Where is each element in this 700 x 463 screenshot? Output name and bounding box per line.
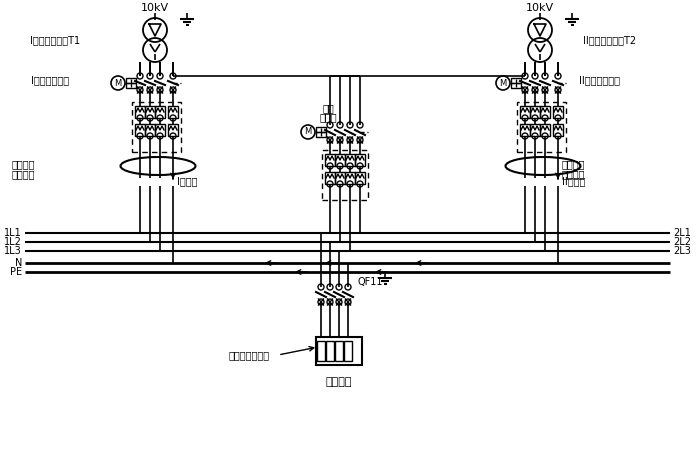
Text: QF11: QF11 [358, 277, 384, 287]
Bar [540, 106, 550, 118]
Bar [145, 106, 155, 118]
Bar [344, 341, 352, 361]
Text: N: N [15, 258, 22, 268]
Bar [132, 102, 181, 152]
Bar [145, 124, 155, 136]
Text: I段进线断路器: I段进线断路器 [31, 75, 69, 85]
Bar [530, 124, 540, 136]
Bar [325, 172, 335, 184]
Text: 1L1: 1L1 [4, 228, 22, 238]
Bar [520, 124, 530, 136]
Text: M: M [304, 127, 312, 137]
Text: 2L2: 2L2 [673, 237, 691, 247]
Bar [325, 154, 335, 166]
Text: II段电力变压器T2: II段电力变压器T2 [583, 35, 636, 45]
Text: 10kV: 10kV [141, 3, 169, 13]
Text: 断路器: 断路器 [319, 112, 337, 122]
Text: 2L3: 2L3 [673, 246, 691, 256]
Bar [317, 341, 325, 361]
Text: 1L2: 1L2 [4, 237, 22, 247]
Bar [155, 124, 165, 136]
Bar [553, 124, 563, 136]
Text: 母联: 母联 [322, 103, 334, 113]
Bar [355, 172, 365, 184]
Bar [335, 172, 345, 184]
Bar [126, 78, 136, 88]
Bar [322, 150, 368, 200]
Bar [135, 106, 145, 118]
Bar [530, 106, 540, 118]
Text: 接地故障: 接地故障 [561, 159, 585, 169]
Text: II段母线: II段母线 [562, 176, 585, 186]
Bar [168, 106, 178, 118]
Bar [168, 124, 178, 136]
Text: 接地故障: 接地故障 [11, 159, 35, 169]
Text: 单相接地故障点: 单相接地故障点 [229, 350, 270, 360]
Text: 10kV: 10kV [526, 3, 554, 13]
Bar [345, 172, 355, 184]
Text: 2L1: 2L1 [673, 228, 691, 238]
Bar [520, 106, 530, 118]
Text: PE: PE [10, 267, 22, 277]
Bar [355, 154, 365, 166]
Text: 1L3: 1L3 [4, 246, 22, 256]
Bar [316, 127, 326, 137]
Text: 用电设备: 用电设备 [326, 377, 352, 387]
Bar [540, 124, 550, 136]
Bar [335, 154, 345, 166]
Bar [335, 341, 343, 361]
Bar [326, 341, 334, 361]
Bar [155, 106, 165, 118]
Bar [511, 78, 521, 88]
Text: 电流检测: 电流检测 [561, 169, 585, 179]
Text: I段电力变压器T1: I段电力变压器T1 [30, 35, 80, 45]
Text: M: M [114, 79, 122, 88]
Text: II段进线断路器: II段进线断路器 [580, 75, 620, 85]
Bar [345, 154, 355, 166]
Bar [135, 124, 145, 136]
Bar [553, 106, 563, 118]
Bar [316, 337, 362, 365]
Text: M: M [499, 79, 507, 88]
Text: I段母线: I段母线 [177, 176, 197, 186]
Bar [517, 102, 566, 152]
Text: 电流检测: 电流检测 [11, 169, 35, 179]
